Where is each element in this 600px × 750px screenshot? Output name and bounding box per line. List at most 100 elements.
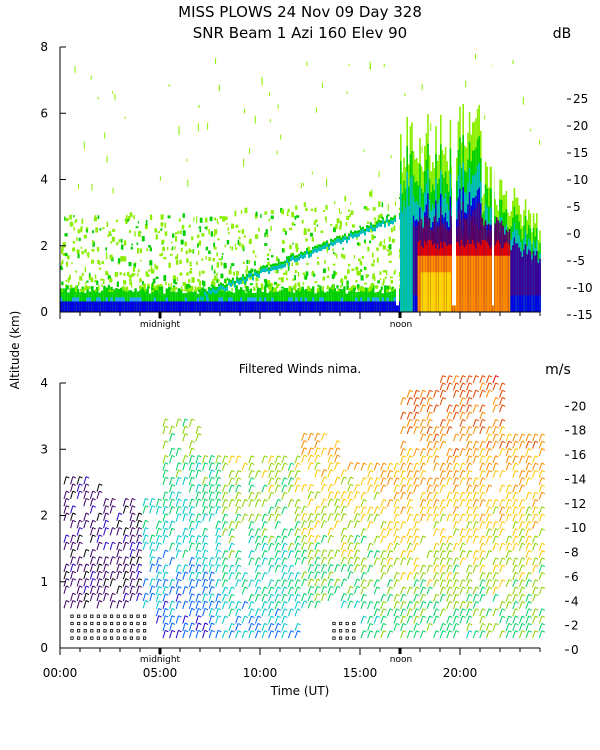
wind-barb [446, 535, 450, 544]
wind-barb [235, 521, 239, 529]
wind-barb [155, 564, 160, 573]
snr-cell [197, 250, 200, 255]
wind-barb [518, 623, 523, 631]
wind-barb-flag [138, 592, 143, 596]
wind-barb-flag [330, 534, 334, 538]
snr-cell [167, 247, 169, 251]
wind-barb [294, 557, 299, 566]
snr-cell [371, 234, 374, 240]
snr-cell [376, 224, 378, 229]
snr-cell [232, 280, 234, 285]
wind-barb [294, 513, 299, 522]
wind-barb-flag [455, 579, 460, 582]
wind-barb-flag [224, 601, 229, 604]
wind-barb [413, 615, 417, 624]
wind-barb [169, 557, 173, 566]
snr-cell [355, 266, 359, 270]
wind-barb-flag [508, 550, 513, 553]
snr-cell [346, 239, 348, 244]
wind-barb-flag [178, 513, 182, 516]
snr-cell [302, 290, 305, 312]
snr-cell [306, 262, 309, 266]
wind-barb [492, 499, 497, 508]
wind-barb [400, 608, 404, 617]
wind-barb [70, 542, 74, 551]
wind-barb-flag [99, 578, 103, 581]
wind-barb-flag [442, 462, 447, 466]
wind-barb-flag [191, 520, 195, 523]
wind-barb [439, 375, 444, 384]
wind-barb-flag [462, 528, 466, 531]
snr-cell [507, 255, 509, 312]
wind-barb [433, 579, 437, 588]
wind-barb-flag [389, 586, 394, 589]
snr-cell [236, 279, 238, 284]
wind-barb-flag [105, 563, 110, 566]
wind-barb [367, 550, 371, 559]
wind-barb [96, 563, 100, 572]
wind-barb [485, 528, 490, 537]
wind-barb [373, 550, 378, 559]
wind-barb-flag [475, 564, 480, 568]
snr-cell [114, 93, 116, 101]
wind-barb [340, 476, 345, 485]
wind-barb-flag [416, 586, 420, 589]
wind-barb-flag [409, 389, 414, 393]
wind-barb [208, 506, 212, 515]
wind-barb [466, 521, 470, 529]
snr-cell [151, 301, 154, 312]
wind-barb [380, 470, 384, 478]
wind-barb-flag [442, 564, 447, 568]
wind-barb-flag [323, 512, 328, 516]
wind-barb-flag [237, 608, 242, 611]
snr-cell [468, 255, 471, 312]
snr-cell [381, 202, 384, 208]
snr-cell [350, 233, 352, 237]
wind-barb [228, 543, 233, 551]
wind-barb-flag [495, 622, 499, 626]
snr-cell [303, 272, 306, 278]
wind-barb-flag [66, 476, 70, 479]
wind-barb [419, 470, 424, 478]
wind-barb-flag [270, 484, 275, 487]
wind-barb [446, 601, 450, 610]
snr-cell [149, 247, 152, 252]
snr-cell [249, 148, 250, 154]
wind-barb-flag [508, 506, 513, 509]
wind-barb-flag [66, 541, 70, 545]
snr-gap [492, 47, 494, 306]
wind-barb [63, 600, 67, 609]
snr-cell [235, 301, 238, 312]
snr-cell [108, 231, 112, 235]
snr-cell [336, 253, 338, 259]
snr-cell [218, 286, 220, 291]
snr-cell [197, 289, 201, 293]
wind-barb-flag [191, 440, 195, 443]
wind-barb [479, 448, 483, 457]
wind-barb-flag [217, 615, 222, 618]
wind-barb [340, 564, 345, 572]
wind-barb-flag [237, 499, 242, 502]
snr-cell [276, 266, 278, 270]
wind-barb [281, 586, 285, 595]
wind-barb [525, 601, 530, 610]
wind-barb [466, 594, 470, 602]
snr-cell [378, 222, 380, 227]
snr-colorbar-tick-label: 5 [573, 200, 581, 214]
wind-barb [63, 563, 67, 572]
wind-barb-flag [184, 622, 189, 625]
wind-barb-flag [422, 491, 427, 495]
snr-cell [322, 210, 326, 212]
wind-barb [386, 470, 391, 478]
snr-cell [64, 216, 66, 221]
wind-barb-flag [224, 484, 229, 487]
wind-barb-flag [528, 571, 532, 575]
wind-barb [452, 462, 457, 471]
snr-cell [110, 234, 112, 236]
wind-barb [446, 586, 450, 595]
wind-barb-flag [482, 520, 486, 524]
wind-barb [281, 615, 285, 624]
wind-barb-flag [422, 389, 427, 393]
wind-barb-flag [501, 433, 506, 436]
snr-cell [100, 301, 104, 312]
